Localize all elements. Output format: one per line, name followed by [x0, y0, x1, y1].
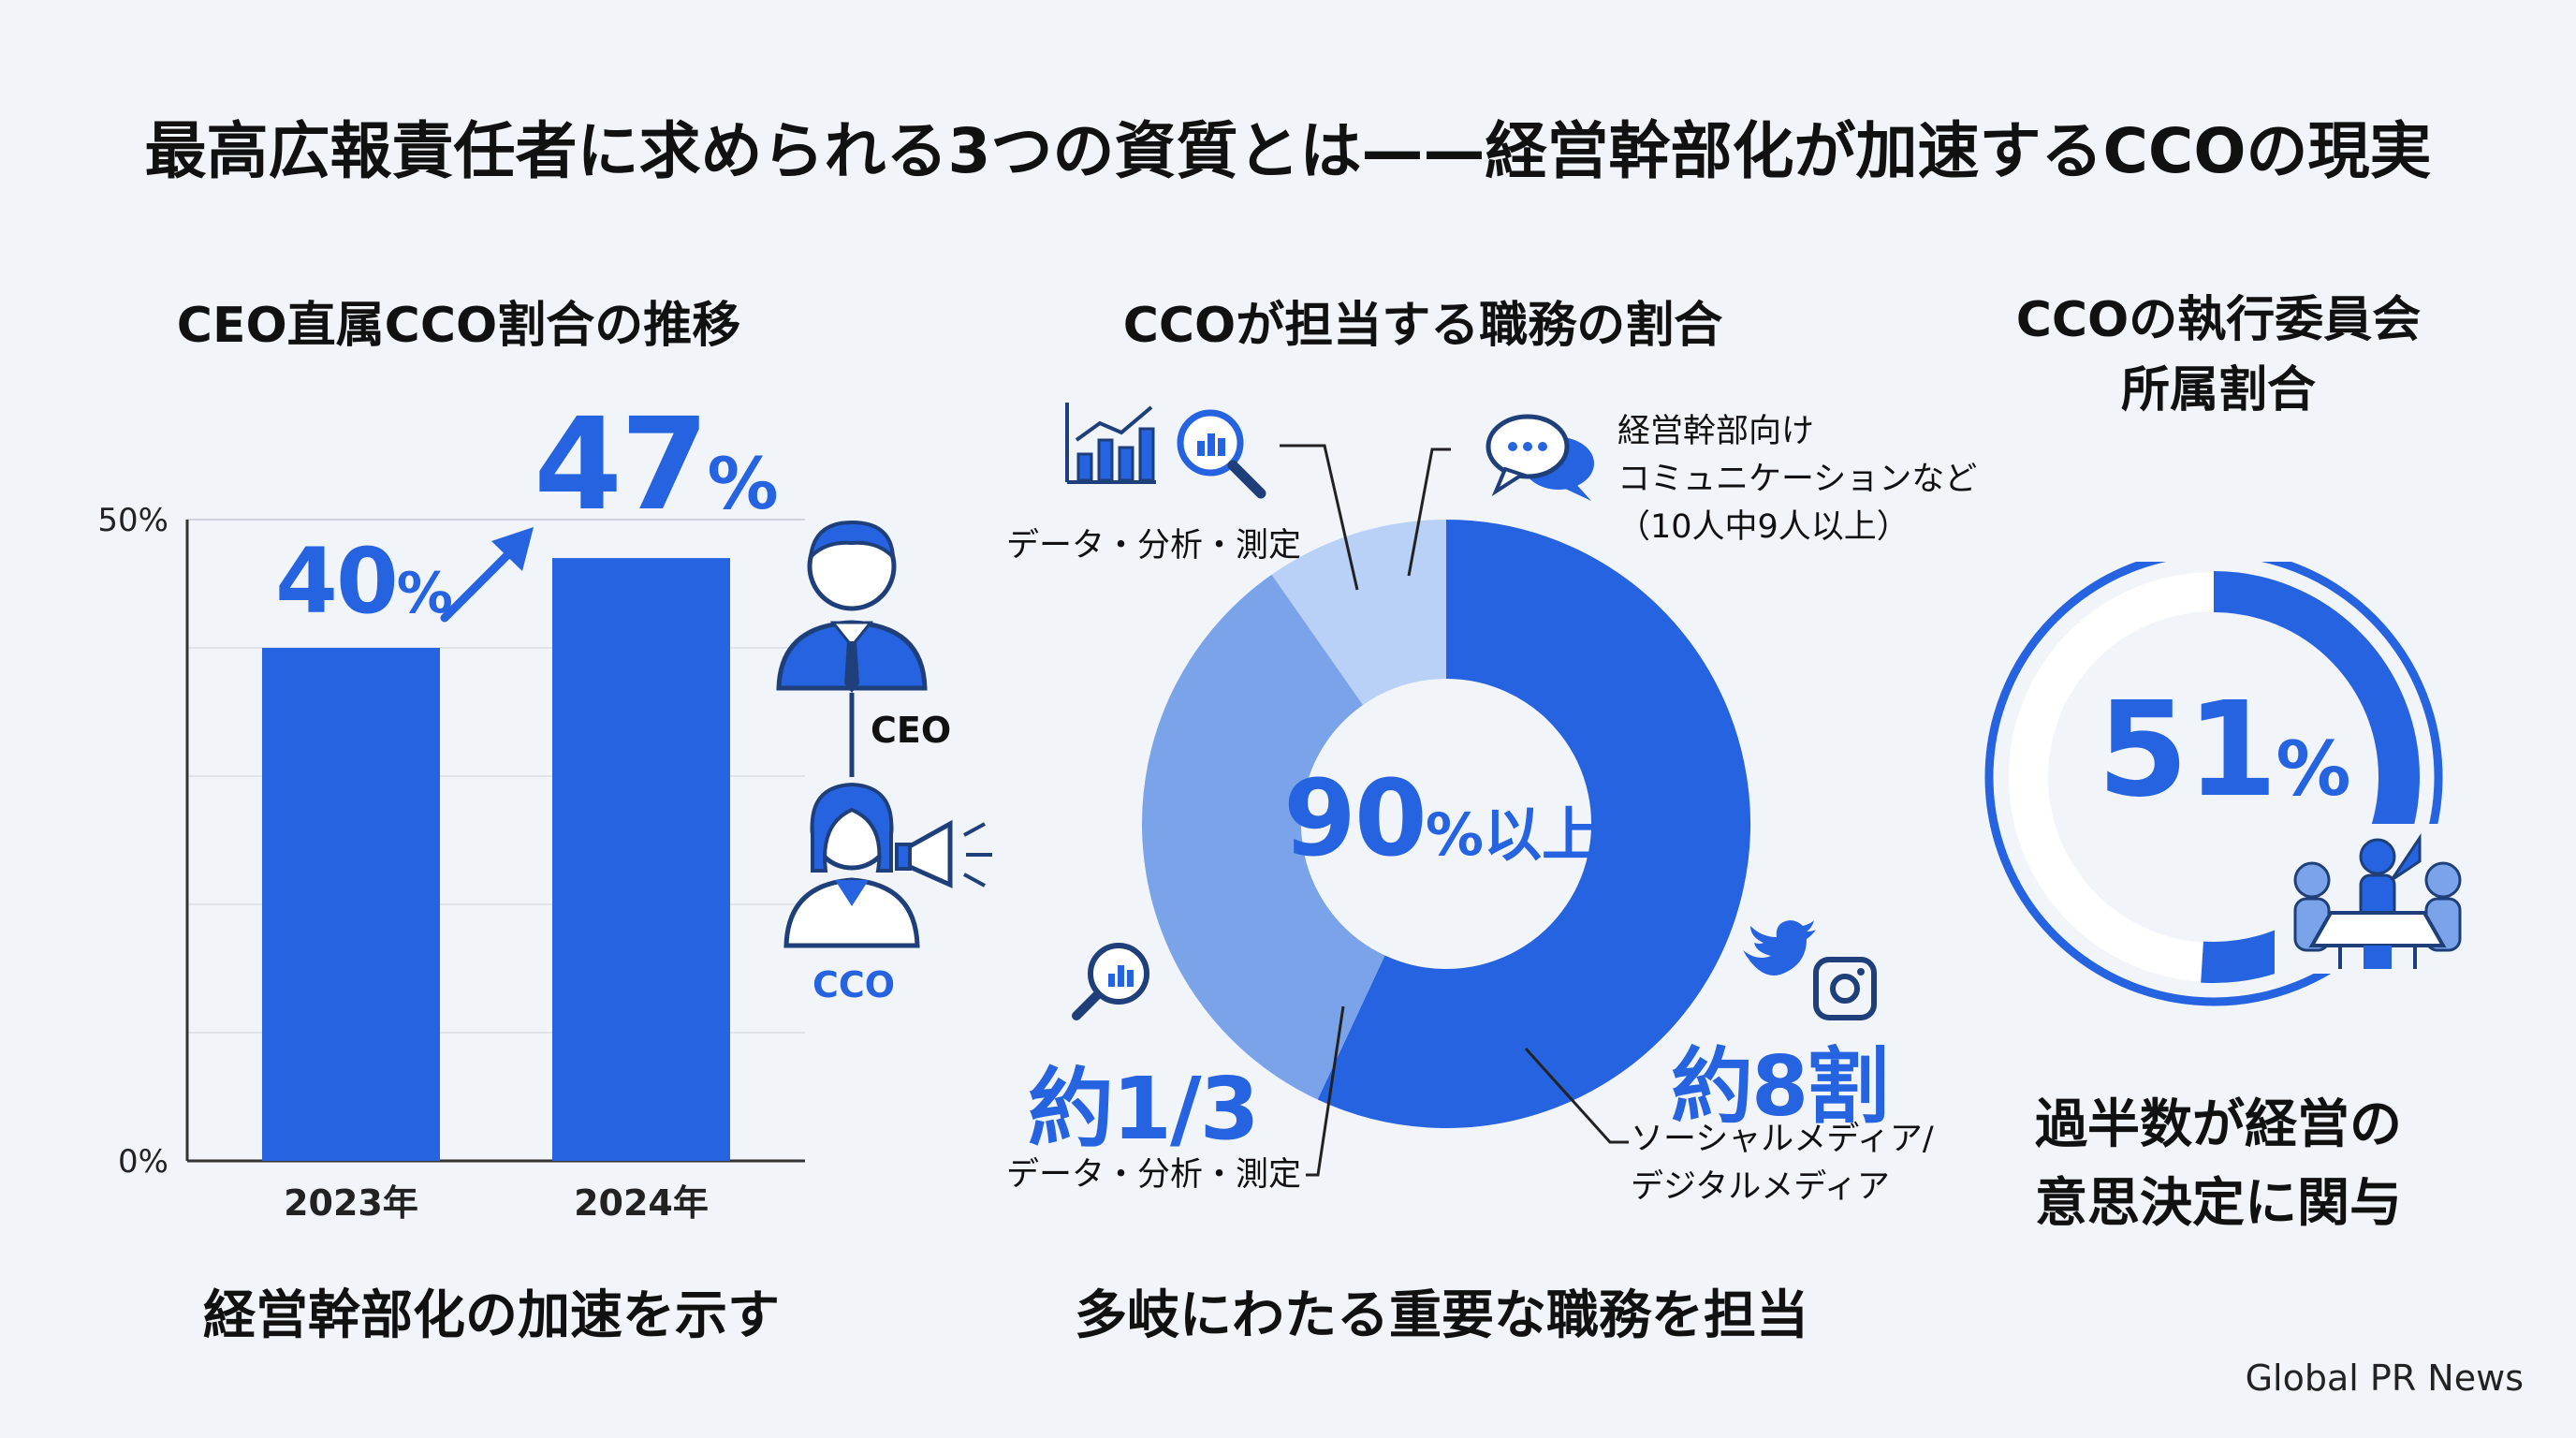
ring-caption-line1: 過半数が経営の — [2035, 1094, 2402, 1155]
leader-line-bottom-left — [1306, 1005, 1345, 1177]
y-tick-0: 0% — [118, 1143, 168, 1181]
bottom-right-value: 約8割 — [1671, 1038, 1889, 1135]
bar-2023-value: 40% — [251, 529, 476, 634]
footer-brand: Global PR News — [2245, 1357, 2524, 1399]
top-right-segment-label: 経営幹部向け コミュニケーションなど （10人中9人以上） — [1617, 408, 1977, 550]
donut-segment-1 — [1142, 574, 1387, 1100]
bottom-right-label-line2: デジタルメディア — [1631, 1167, 1890, 1206]
top-left-segment-label: データ・分析・測定 — [1006, 527, 1302, 565]
donut-chart-caption: 多岐にわたる重要な職務を担当 — [1075, 1285, 1808, 1346]
ceo-label: CEO — [871, 710, 952, 751]
bar-chart: 50% 0% 2023年 2024年 — [97, 502, 805, 1224]
twitter-bird-icon — [1743, 920, 1816, 976]
value-2024-number: 47 — [534, 391, 709, 539]
ring-chart — [1984, 562, 2471, 1006]
ring-chart-title: CCOの執行委員会 所属割合 — [1966, 286, 2471, 427]
ceo-cco-illustration — [776, 520, 992, 948]
ring-value-pct: % — [2276, 726, 2350, 813]
value-2023-pct: % — [396, 561, 453, 626]
center-number: 90 — [1283, 758, 1427, 880]
value-2023-number: 40 — [275, 529, 399, 634]
magnifier-analytics-icon — [1072, 943, 1149, 1020]
leader-line-bottom-right — [1524, 1047, 1629, 1144]
bottom-left-value: 約1/3 — [1028, 1059, 1260, 1159]
main-title: 最高広報責任者に求められる3つの資質とは——経営幹部化が加速するCCOの現実 — [144, 115, 2432, 187]
top-right-label-line2: コミュニケーションなど — [1617, 460, 1978, 498]
ceo-person-icon — [776, 520, 928, 693]
x-tick-2023: 2023年 — [284, 1182, 418, 1224]
x-tick-2024: 2024年 — [574, 1182, 709, 1224]
cco-label: CCO — [812, 964, 896, 1005]
increase-arrow-icon — [440, 527, 534, 623]
ring-title-line2: 所属割合 — [2120, 362, 2316, 419]
bar-2024-value: 47% — [524, 391, 786, 539]
bar-chart-caption: 経営幹部化の加速を示す — [203, 1285, 780, 1346]
bar-chart-icon — [1065, 403, 1156, 484]
megaphone-icon — [895, 819, 992, 888]
ring-title-line1: CCOの執行委員会 — [2015, 292, 2422, 348]
y-tick-50: 50% — [97, 502, 168, 539]
donut-chart — [1065, 403, 1877, 1177]
top-right-label-line1: 経営幹部向け — [1617, 413, 1815, 450]
bar-chart-title: CEO直属CCO割合の推移 — [176, 298, 741, 354]
leader-line-top-right — [1407, 448, 1451, 577]
ring-value-number: 51 — [2097, 674, 2278, 827]
instagram-icon — [1813, 957, 1877, 1020]
center-suffix: %以上 — [1425, 800, 1600, 869]
donut-segments — [1142, 520, 1750, 1128]
bottom-right-label-line1: ソーシャルメディア/ — [1631, 1121, 1934, 1158]
donut-center-label: 90%以上 — [1254, 758, 1629, 880]
leader-line-top-left — [1280, 444, 1359, 591]
top-right-label-line3: （10人中9人以上） — [1617, 507, 1910, 546]
value-2024-pct: % — [707, 442, 779, 525]
cco-person-icon — [783, 782, 920, 948]
bottom-right-segment-label: ソーシャルメディア/ デジタルメディア — [1631, 1116, 1934, 1211]
magnifier-chart-icon — [1177, 409, 1266, 499]
bottom-left-segment-label: データ・分析・測定 — [1006, 1156, 1302, 1194]
donut-chart-title: CCOが担当する職務の割合 — [1122, 298, 1723, 354]
bar-2023 — [262, 648, 440, 1161]
ring-outer — [1984, 562, 2443, 1006]
donut-segment-0 — [1317, 520, 1750, 1128]
donut-segment-2 — [1271, 520, 1449, 707]
meeting-icon — [2275, 824, 2471, 974]
chat-bubbles-icon — [1486, 414, 1594, 501]
ring-chart-caption: 過半数が経営の 意思決定に関与 — [2003, 1086, 2434, 1243]
ring-caption-line2: 意思決定に関与 — [2035, 1173, 2402, 1234]
bar-2024 — [552, 558, 730, 1161]
ring-center-value: 51% — [2059, 674, 2387, 827]
